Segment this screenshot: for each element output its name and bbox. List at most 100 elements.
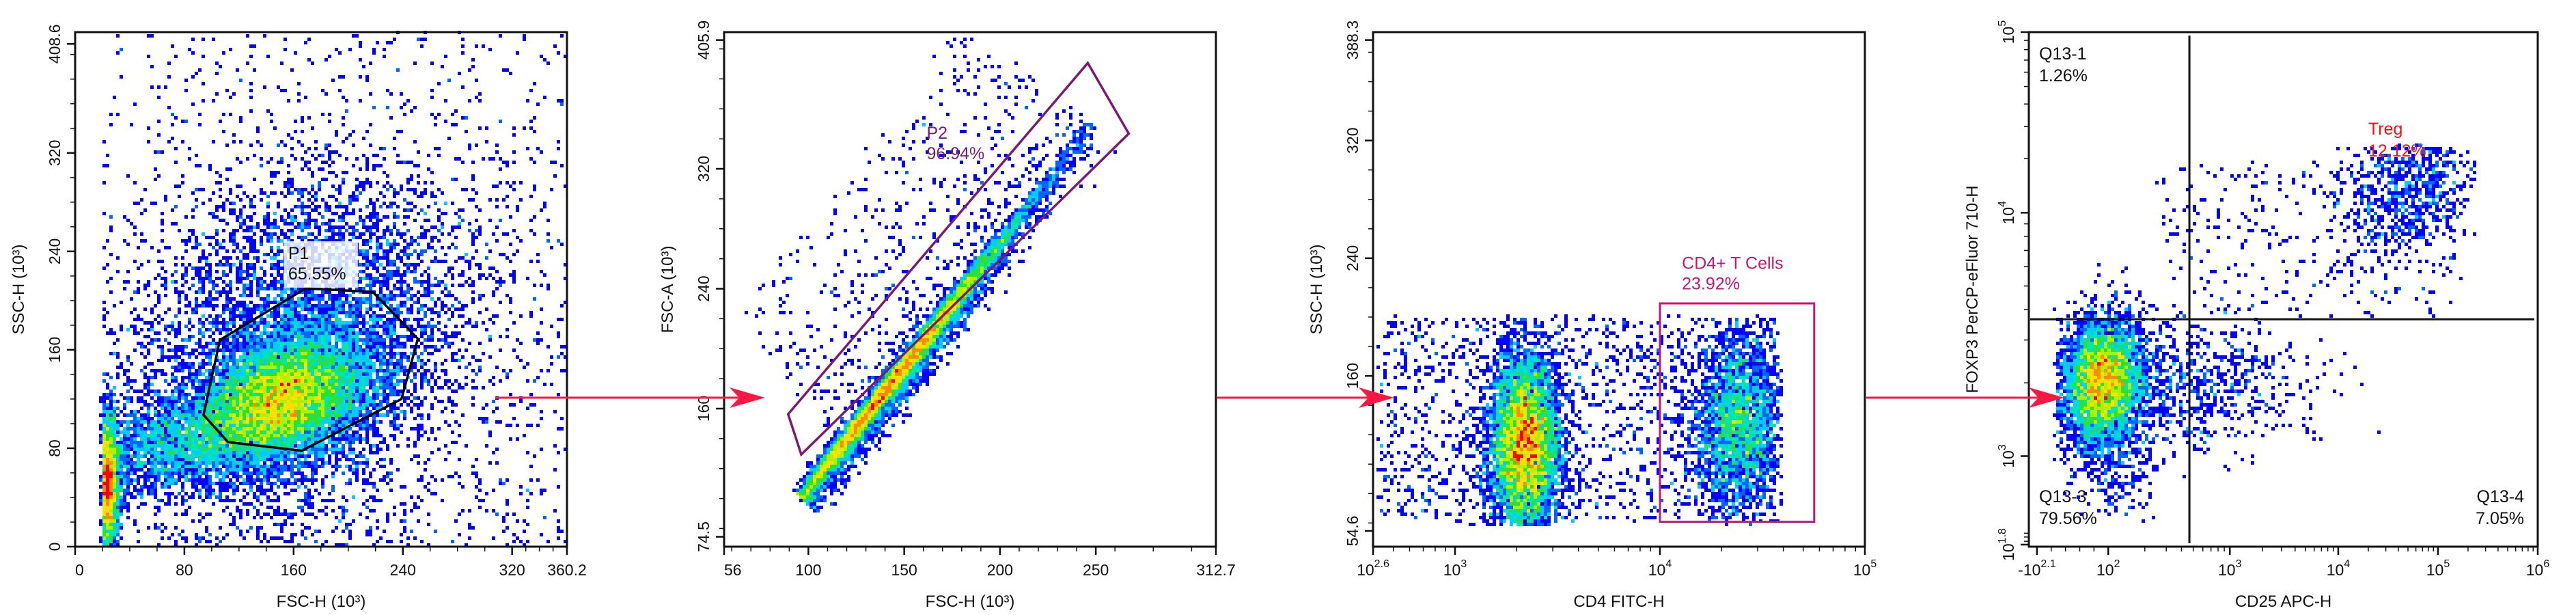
density-bin [355, 386, 359, 390]
density-bin [161, 396, 164, 400]
density-bin [290, 400, 294, 403]
density-bin [157, 321, 161, 325]
density-bin [161, 150, 164, 154]
density-bin [256, 325, 260, 328]
density-bin [335, 400, 338, 403]
density-bin [266, 458, 270, 461]
density-bin [321, 348, 324, 352]
density-bin [410, 243, 413, 246]
density-bin [239, 140, 243, 144]
density-bin [355, 383, 359, 386]
density-bin [461, 51, 465, 55]
density-bin [342, 376, 345, 379]
density-bin [161, 277, 164, 280]
density-bin [441, 338, 444, 342]
density-bin [389, 379, 393, 383]
density-bin [427, 205, 430, 208]
density-bin [318, 403, 321, 407]
density-bin [123, 287, 126, 290]
density-bin [427, 290, 430, 294]
density-bin [321, 444, 324, 448]
density-bin [243, 441, 246, 444]
density-bin [249, 420, 253, 424]
density-bin [249, 294, 253, 297]
density-bin [379, 273, 383, 277]
density-bin [253, 424, 256, 427]
density-bin [338, 335, 342, 338]
density-bin [273, 266, 277, 270]
density-bin [171, 413, 174, 417]
density-bin [338, 188, 342, 191]
density-bin [208, 348, 212, 352]
density-bin [413, 270, 417, 273]
density-bin [389, 369, 393, 372]
density-bin [283, 465, 287, 468]
density-bin [290, 376, 294, 379]
density-bin [178, 366, 181, 369]
density-bin [290, 338, 294, 342]
density-bin [198, 489, 202, 492]
density-bin [147, 386, 150, 390]
density-bin [229, 444, 232, 448]
density-bin [396, 342, 400, 345]
density-bin [393, 420, 396, 424]
density-bin [270, 287, 273, 290]
density-bin [205, 390, 208, 393]
density-bin [277, 410, 280, 413]
density-bin [526, 147, 529, 150]
density-bin [444, 99, 447, 102]
density-bin [321, 372, 324, 376]
density-bin [447, 266, 451, 270]
density-bin [324, 239, 328, 243]
density-bin [270, 407, 273, 410]
density-bin [243, 437, 246, 441]
density-bin [318, 410, 321, 413]
density-bin [287, 427, 290, 430]
density-bin [243, 386, 246, 390]
density-bin [229, 352, 232, 355]
density-bin [188, 393, 191, 396]
density-bin [191, 308, 195, 311]
density-bin [263, 191, 266, 195]
density-bin [290, 181, 294, 184]
density-bin [243, 342, 246, 345]
density-bin [222, 311, 225, 314]
density-bin [342, 294, 345, 297]
density-bin [253, 352, 256, 355]
density-bin [328, 331, 331, 335]
density-bin [294, 379, 297, 383]
density-bin [434, 311, 437, 314]
density-bin [417, 478, 420, 482]
density-bin [342, 407, 345, 410]
density-bin [195, 386, 198, 390]
density-bin [393, 212, 396, 215]
density-bin [369, 400, 372, 403]
density-bin [389, 345, 393, 348]
density-bin [505, 335, 509, 338]
density-bin [362, 472, 365, 475]
density-bin [389, 294, 393, 297]
density-bin [393, 260, 396, 263]
density-bin [208, 437, 212, 441]
density-bin [287, 321, 290, 325]
density-bin [311, 482, 314, 485]
density-bin [273, 386, 277, 390]
density-bin [273, 308, 277, 311]
density-bin [389, 290, 393, 294]
density-bin [171, 208, 174, 212]
density-bin [417, 164, 420, 167]
density-bin [229, 465, 232, 468]
density-bin [225, 451, 229, 454]
density-bin [314, 328, 318, 331]
density-bin [236, 430, 239, 434]
density-bin [454, 260, 458, 263]
density-bin [318, 232, 321, 236]
density-bin [345, 523, 348, 526]
density-bin [263, 393, 266, 396]
density-bin [355, 468, 359, 472]
density-bin [335, 287, 338, 290]
density-bin [260, 369, 263, 372]
density-bin [321, 161, 324, 164]
density-bin [307, 304, 311, 308]
density-bin [215, 208, 219, 212]
